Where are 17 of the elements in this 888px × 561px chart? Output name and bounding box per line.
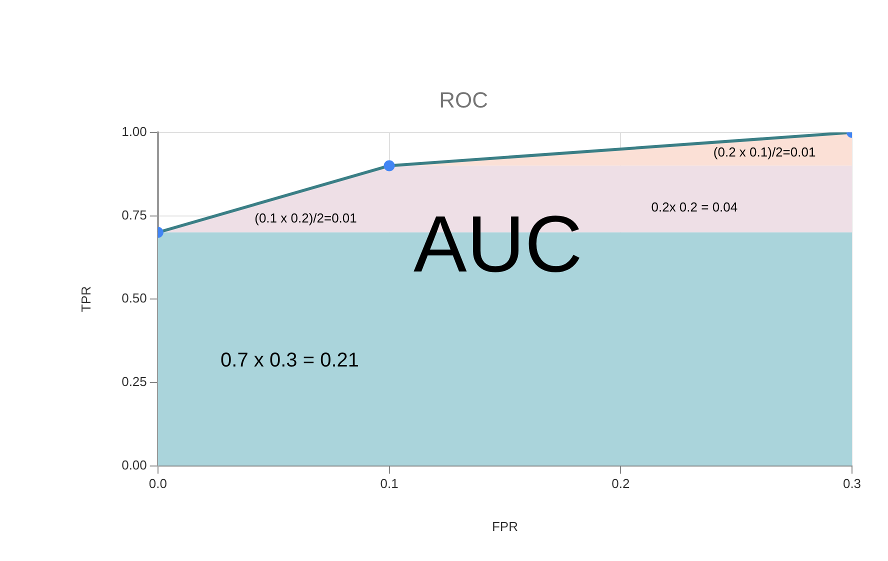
x-tick-label: 0.3 — [842, 476, 862, 492]
y-tick-label: 1.00 — [122, 124, 147, 139]
y-tick-label: 0.50 — [122, 290, 147, 306]
y-tick-label: 0.75 — [122, 207, 147, 222]
x-tick-label: 0.0 — [148, 476, 167, 492]
annotation: AUC — [414, 199, 582, 288]
annotation: (0.2 x 0.1)/2=0.01 — [713, 144, 816, 160]
y-tick-label: 0.25 — [122, 374, 147, 390]
x-tick-label: 0.2 — [612, 476, 630, 492]
y-axis-title: TPR — [78, 286, 94, 312]
annotation: (0.1 x 0.2)/2=0.01 — [254, 210, 357, 226]
annotation: 0.2x 0.2 = 0.04 — [651, 200, 738, 215]
x-axis-title: FPR — [492, 518, 518, 534]
annotation: 0.7 x 0.3 = 0.21 — [220, 350, 359, 372]
x-tick-label: 0.1 — [380, 476, 398, 492]
y-tick-label: 0.00 — [122, 457, 147, 472]
chart-title: ROC — [439, 87, 488, 112]
